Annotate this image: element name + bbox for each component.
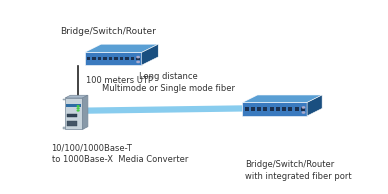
- Bar: [66, 104, 81, 107]
- Bar: [282, 107, 286, 111]
- Bar: [67, 114, 77, 117]
- Circle shape: [302, 112, 305, 113]
- Circle shape: [137, 61, 139, 62]
- Polygon shape: [242, 102, 307, 116]
- Text: 10/100/1000Base-T
to 1000Base-X  Media Converter: 10/100/1000Base-T to 1000Base-X Media Co…: [52, 144, 188, 165]
- Polygon shape: [307, 95, 322, 116]
- Circle shape: [77, 110, 79, 111]
- Polygon shape: [85, 44, 158, 52]
- Bar: [131, 57, 134, 60]
- Bar: [276, 107, 280, 111]
- Polygon shape: [65, 95, 88, 98]
- Polygon shape: [242, 95, 322, 102]
- Bar: [98, 57, 101, 60]
- Bar: [125, 57, 129, 60]
- Bar: [245, 107, 249, 111]
- Text: Long distance
Multimode or Single mode fiber: Long distance Multimode or Single mode f…: [102, 72, 235, 93]
- Polygon shape: [83, 95, 88, 129]
- Bar: [251, 107, 255, 111]
- Circle shape: [302, 107, 305, 108]
- Bar: [270, 107, 274, 111]
- Text: Bridge/Switch/Router
with integrated fiber port: Bridge/Switch/Router with integrated fib…: [246, 160, 352, 181]
- Bar: [67, 120, 77, 126]
- Bar: [63, 99, 84, 100]
- Text: 100 meters UTP: 100 meters UTP: [86, 76, 153, 85]
- Circle shape: [137, 56, 139, 58]
- Bar: [114, 57, 118, 60]
- Bar: [63, 127, 84, 129]
- Bar: [92, 57, 95, 60]
- Text: Bridge/Switch/Router: Bridge/Switch/Router: [61, 27, 156, 36]
- Bar: [87, 57, 90, 60]
- Bar: [136, 57, 140, 60]
- Circle shape: [77, 106, 79, 107]
- Polygon shape: [65, 98, 83, 129]
- Bar: [288, 107, 293, 111]
- Bar: [257, 107, 261, 111]
- Circle shape: [77, 108, 79, 109]
- Bar: [263, 107, 267, 111]
- Bar: [294, 107, 299, 111]
- Bar: [120, 57, 123, 60]
- Polygon shape: [142, 44, 158, 65]
- Bar: [103, 57, 107, 60]
- Bar: [301, 107, 305, 111]
- Polygon shape: [85, 52, 142, 65]
- Bar: [109, 57, 112, 60]
